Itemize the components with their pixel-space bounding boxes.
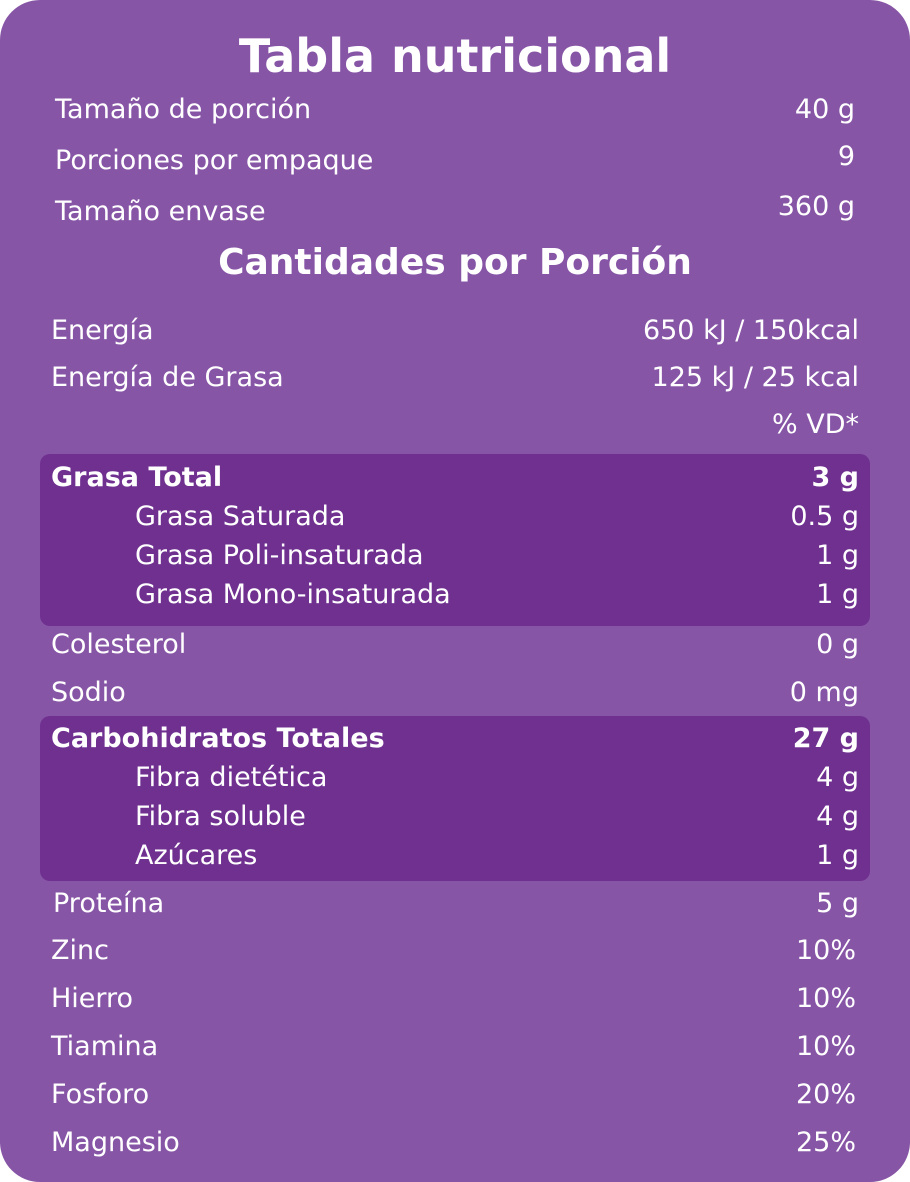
fat-section: [40, 454, 870, 626]
package-size-label: Tamaño envase: [55, 196, 266, 227]
fat-energy-label: Energía de Grasa: [51, 362, 284, 393]
cholesterol-label: Colesterol: [51, 629, 187, 660]
iron-label: Hierro: [51, 983, 134, 1014]
carbs-section: [40, 716, 870, 881]
energy-label: Energía: [51, 315, 154, 346]
soluble-fiber-label: Fibra soluble: [135, 801, 306, 832]
protein-value: 5 g: [816, 888, 859, 919]
dietary-fiber-value: 4 g: [816, 762, 859, 793]
servings-per-package-value: 9: [837, 141, 855, 172]
phosphorus-label: Fosforo: [51, 1079, 150, 1110]
serving-size-label: Tamaño de porción: [55, 94, 312, 125]
soluble-fiber-value: 4 g: [816, 801, 859, 832]
thiamine-label: Tiamina: [51, 1031, 159, 1062]
sugars-value: 1 g: [816, 840, 859, 871]
per-serving-heading: Cantidades por Porción: [218, 242, 692, 283]
saturated-fat-value: 0.5 g: [790, 501, 859, 532]
total-carbs-label: Carbohidratos Totales: [51, 723, 385, 754]
protein-label: Proteína: [53, 888, 165, 919]
energy-value: 650 kJ / 150kcal: [642, 315, 859, 346]
magnesium-label: Magnesio: [51, 1127, 180, 1158]
magnesium-value: 25%: [795, 1127, 856, 1158]
monounsaturated-fat-label: Grasa Mono-insaturada: [135, 579, 451, 610]
polyunsaturated-fat-label: Grasa Poli-insaturada: [135, 540, 424, 571]
zinc-label: Zinc: [51, 935, 109, 966]
daily-value-header: % VD*: [772, 409, 859, 440]
polyunsaturated-fat-value: 1 g: [816, 540, 859, 571]
monounsaturated-fat-value: 1 g: [816, 579, 859, 610]
cholesterol-value: 0 g: [816, 629, 859, 660]
fat-energy-value: 125 kJ / 25 kcal: [651, 362, 859, 393]
sodium-value: 0 mg: [789, 677, 859, 708]
sugars-label: Azúcares: [135, 840, 258, 871]
total-carbs-value: 27 g: [792, 723, 859, 754]
total-fat-label: Grasa Total: [51, 462, 223, 493]
dietary-fiber-label: Fibra dietética: [135, 762, 328, 793]
zinc-value: 10%: [795, 935, 856, 966]
phosphorus-value: 20%: [795, 1079, 856, 1110]
iron-value: 10%: [795, 983, 856, 1014]
serving-size-value: 40 g: [794, 94, 855, 125]
table-title: Tabla nutricional: [238, 29, 672, 83]
sodium-label: Sodio: [51, 677, 126, 708]
thiamine-value: 10%: [795, 1031, 856, 1062]
saturated-fat-label: Grasa Saturada: [135, 501, 346, 532]
package-size-value: 360 g: [777, 191, 855, 222]
total-fat-value: 3 g: [811, 462, 859, 493]
servings-per-package-label: Porciones por empaque: [55, 145, 374, 176]
